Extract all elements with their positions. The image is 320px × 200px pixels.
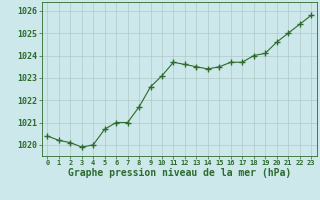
- X-axis label: Graphe pression niveau de la mer (hPa): Graphe pression niveau de la mer (hPa): [68, 168, 291, 178]
